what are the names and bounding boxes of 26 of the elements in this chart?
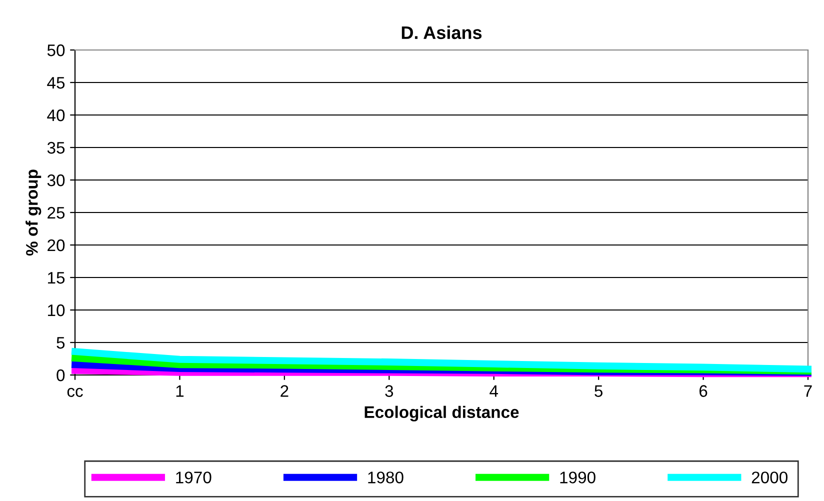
- legend-label: 1980: [368, 472, 404, 484]
- x-tick-label: 4: [490, 385, 498, 397]
- legend-label: 1990: [560, 472, 596, 484]
- x-tick-label: 5: [594, 385, 603, 397]
- y-tick-label: 30: [47, 174, 65, 186]
- y-axis-title: % of group: [26, 170, 42, 256]
- x-axis-title: Ecological distance: [364, 406, 519, 422]
- y-tick-label: 15: [48, 272, 65, 284]
- y-tick-label: 35: [47, 142, 65, 154]
- legend-label: 1970: [176, 472, 212, 484]
- y-tick-label: 50: [47, 44, 65, 56]
- y-tick-label: 25: [48, 206, 65, 219]
- y-tick-label: 20: [48, 239, 65, 252]
- x-tick-label: 1: [176, 385, 184, 397]
- y-tick-label: 10: [48, 304, 65, 316]
- y-tick-label: 45: [47, 77, 65, 89]
- x-tick-label: cc: [67, 388, 83, 397]
- chart-title: D. Asians: [402, 26, 482, 40]
- y-tick-label: 5: [56, 337, 65, 349]
- x-tick-label: 2: [280, 385, 288, 397]
- y-tick-label: 0: [56, 369, 65, 382]
- x-tick-label: 6: [700, 385, 708, 397]
- x-tick-label: 7: [804, 385, 812, 397]
- y-tick-label: 40: [47, 109, 65, 122]
- legend-label: 2000: [752, 472, 788, 484]
- x-tick-label: 3: [385, 385, 394, 397]
